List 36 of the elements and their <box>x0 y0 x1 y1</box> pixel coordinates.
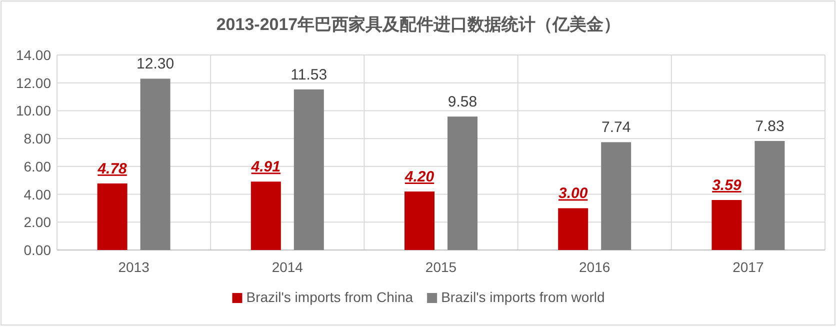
y-tick-label: 12.00 <box>16 74 52 91</box>
bar <box>712 200 742 250</box>
data-label: 7.83 <box>755 118 784 135</box>
data-label: 7.74 <box>602 119 631 136</box>
bar <box>97 183 128 250</box>
data-label: 12.30 <box>136 56 174 73</box>
data-label: 3.59 <box>712 176 742 194</box>
bar <box>250 182 281 250</box>
data-label: 9.58 <box>448 94 478 111</box>
bar <box>601 142 632 250</box>
y-tick-label: 10.00 <box>16 102 52 119</box>
legend-label: Brazil's imports from world <box>441 289 605 305</box>
data-label: 4.91 <box>250 158 280 176</box>
bar <box>448 116 478 250</box>
y-tick-label: 2.00 <box>24 214 52 230</box>
y-tick-label: 8.00 <box>24 130 52 147</box>
x-tick-label: 2017 <box>732 259 764 275</box>
x-tick-label: 2016 <box>579 259 610 275</box>
data-label: 11.53 <box>290 66 328 84</box>
bar <box>140 78 170 250</box>
x-tick-label: 2015 <box>425 259 457 275</box>
y-tick-label: 0.00 <box>24 242 52 258</box>
y-tick-label: 6.00 <box>24 158 52 174</box>
bar <box>404 192 434 250</box>
x-tick-label: 2013 <box>118 259 150 275</box>
chart-title: 2013-2017年巴西家具及配件进口数据统计（亿美金） <box>216 15 621 34</box>
y-tick-label: 4.00 <box>24 186 52 202</box>
data-label: 4.20 <box>404 168 435 186</box>
bar <box>558 208 588 250</box>
data-label: 3.00 <box>558 185 588 202</box>
legend-label: Brazil's imports from China <box>246 289 414 305</box>
y-tick-label: 14.00 <box>16 47 52 63</box>
bar <box>754 140 785 250</box>
bar <box>294 89 324 250</box>
x-tick-label: 2014 <box>272 259 304 275</box>
data-label: 4.78 <box>96 160 128 178</box>
